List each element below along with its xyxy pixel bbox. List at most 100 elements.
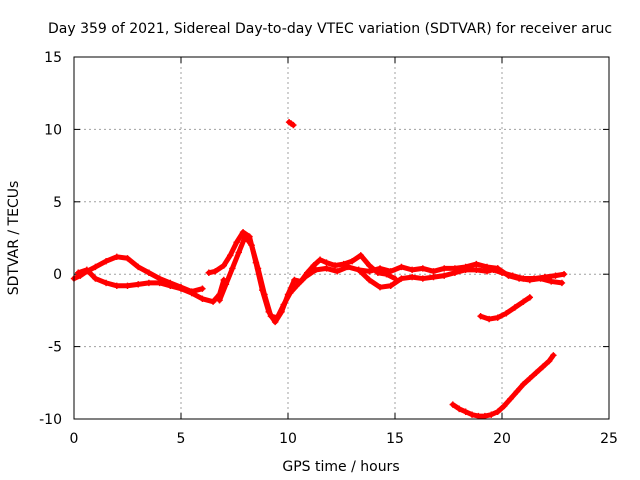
data-point: [167, 282, 174, 289]
data-point: [520, 298, 527, 305]
data-point: [248, 242, 255, 249]
x-tick-label: 0: [70, 431, 79, 447]
data-point: [227, 252, 234, 259]
data-point: [135, 263, 142, 271]
chart-title: Day 359 of 2021, Sidereal Day-to-day VTE…: [48, 21, 612, 37]
data-point: [419, 275, 427, 282]
data-point: [398, 263, 405, 271]
data-point: [498, 269, 506, 276]
y-tick-labels: -10 -5 0 5 10 15: [39, 50, 62, 428]
data-point: [511, 304, 519, 311]
series-arc-b: [75, 266, 227, 305]
data-point: [188, 289, 195, 297]
x-tick-label: 10: [279, 431, 297, 447]
x-tick-label: 25: [600, 431, 618, 447]
data-point: [331, 262, 339, 269]
data-point: [408, 273, 416, 281]
x-axis-label: GPS time / hours: [282, 459, 399, 475]
series-trace: [490, 267, 567, 282]
y-tick-label: 10: [44, 122, 62, 138]
data-point: [233, 239, 240, 246]
data-point: [539, 363, 546, 371]
data-point: [349, 257, 356, 265]
data-point: [102, 257, 110, 265]
data-point: [558, 279, 566, 287]
data-point: [291, 276, 298, 284]
data-point: [473, 260, 480, 268]
data-point: [376, 284, 384, 291]
y-tick-label: -5: [48, 340, 62, 356]
data-point: [209, 298, 217, 305]
data-marks: [70, 118, 568, 420]
data-point: [541, 273, 548, 281]
data-point: [205, 269, 213, 276]
series-trace: [478, 294, 533, 322]
data-point: [344, 263, 352, 271]
series-trace: [450, 352, 556, 419]
data-point: [462, 263, 469, 271]
data-point: [481, 412, 489, 420]
y-tick-label: 15: [44, 50, 62, 66]
data-point: [102, 279, 110, 287]
data-point: [488, 411, 495, 418]
y-axis-label: SDTVAR / TECUs: [6, 181, 22, 296]
data-point: [530, 275, 538, 282]
data-point: [286, 289, 294, 297]
data-point: [293, 282, 300, 289]
data-point: [92, 275, 99, 282]
data-point: [526, 375, 534, 382]
data-point: [533, 369, 540, 376]
data-point: [485, 315, 493, 323]
data-point: [301, 273, 309, 281]
data-point: [477, 312, 484, 320]
x-tick-label: 20: [493, 431, 511, 447]
data-point: [312, 266, 320, 274]
data-point: [366, 262, 373, 269]
series-arc-g: [477, 294, 534, 323]
data-point: [216, 297, 223, 304]
data-point: [366, 276, 373, 284]
data-point: [545, 357, 553, 365]
data-point: [387, 268, 394, 275]
data-point: [222, 281, 230, 288]
data-point: [520, 275, 527, 282]
data-point: [113, 282, 120, 289]
data-point: [473, 266, 480, 274]
data-point: [323, 265, 330, 272]
data-point: [560, 271, 568, 278]
data-point: [261, 291, 268, 298]
data-point: [199, 295, 206, 303]
data-point: [366, 268, 373, 275]
data-point: [419, 265, 427, 272]
data-point: [490, 266, 497, 274]
data-point: [239, 229, 247, 236]
data-point: [280, 301, 287, 308]
data-point: [509, 272, 516, 279]
data-point: [92, 263, 99, 271]
y-tick-label: 5: [53, 195, 62, 211]
series-outlier: [285, 118, 297, 129]
series-trace: [217, 234, 501, 321]
data-point: [494, 408, 501, 415]
plot-frame: [73, 56, 610, 420]
data-point: [323, 259, 330, 266]
data-point: [177, 285, 185, 292]
y-tick-label: 0: [53, 267, 62, 283]
data-point: [387, 282, 394, 289]
data-point: [441, 272, 448, 279]
data-point: [113, 253, 120, 261]
data-point: [267, 312, 275, 320]
data-point: [526, 294, 534, 301]
data-point: [355, 266, 362, 274]
data-point: [199, 285, 206, 292]
data-point: [316, 256, 324, 263]
data-point: [550, 352, 557, 359]
data-point: [441, 265, 448, 272]
data-point: [376, 265, 384, 272]
data-point: [462, 408, 469, 415]
data-point: [483, 263, 491, 271]
data-point: [548, 278, 555, 285]
data-point: [507, 395, 514, 402]
data-point: [75, 269, 82, 276]
data-point: [398, 275, 405, 282]
